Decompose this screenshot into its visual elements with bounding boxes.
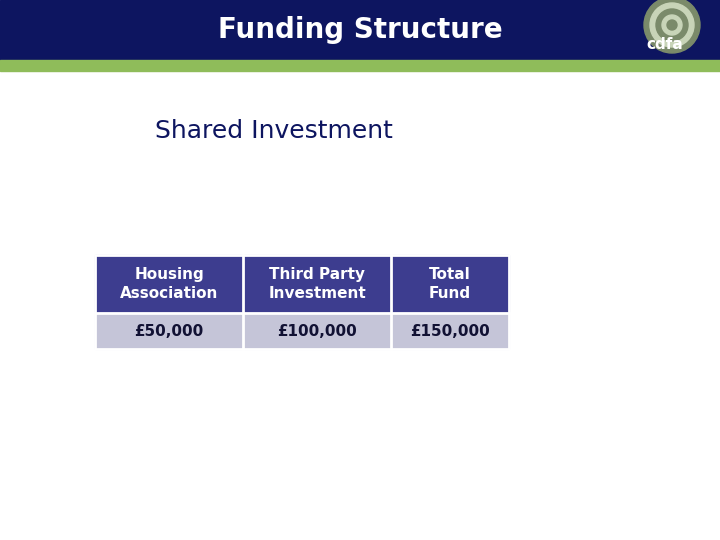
Bar [391, 255, 509, 313]
Circle shape [650, 3, 694, 47]
Text: Shared Investment: Shared Investment [155, 119, 393, 143]
Circle shape [656, 9, 688, 41]
Bar [0, 60, 720, 71]
Circle shape [644, 0, 700, 53]
Bar [243, 313, 391, 349]
Text: cdfa: cdfa [646, 37, 683, 52]
Text: £50,000: £50,000 [135, 323, 204, 339]
Bar [95, 255, 243, 313]
Text: Housing
Association: Housing Association [120, 267, 218, 301]
Text: Total
Fund: Total Fund [429, 267, 471, 301]
Text: Funding Structure: Funding Structure [217, 16, 503, 44]
Circle shape [662, 15, 682, 35]
Bar [95, 313, 243, 349]
Text: £150,000: £150,000 [410, 323, 490, 339]
Bar [243, 255, 391, 313]
Text: Third Party
Investment: Third Party Investment [268, 267, 366, 301]
Text: £100,000: £100,000 [277, 323, 357, 339]
Bar [95, 255, 509, 349]
Bar [391, 313, 509, 349]
Bar [0, 0, 720, 60]
Circle shape [667, 20, 677, 30]
